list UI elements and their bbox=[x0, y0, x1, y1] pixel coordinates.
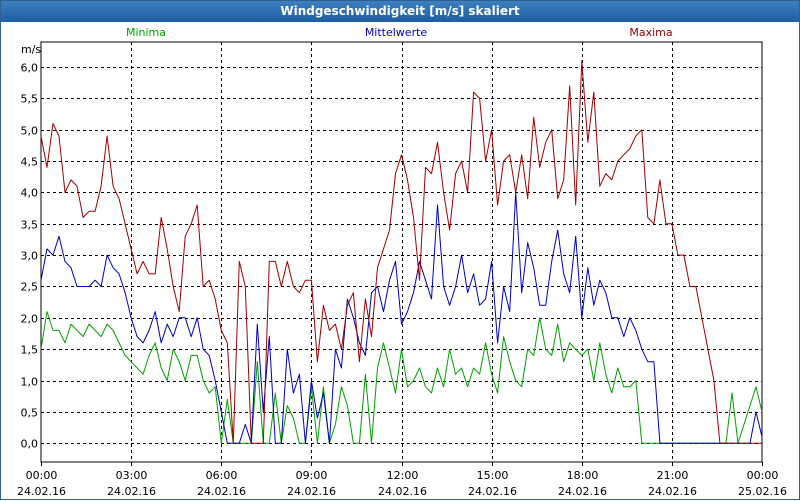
x-tick-date: 24.02.16 bbox=[468, 485, 517, 498]
grid bbox=[41, 42, 762, 462]
x-tick-date: 24.02.16 bbox=[378, 485, 427, 498]
y-tick-label: 4,5 bbox=[21, 156, 39, 169]
y-tick-label: 5,5 bbox=[21, 93, 39, 106]
y-axis-label: m/s bbox=[21, 43, 41, 56]
x-tick-date: 25.02.16 bbox=[738, 485, 787, 498]
y-tick-label: 0,0 bbox=[21, 438, 39, 451]
x-tick-date: 24.02.16 bbox=[287, 485, 336, 498]
x-tick-time: 00:00 bbox=[747, 469, 779, 482]
series-line-maxima bbox=[40, 60, 762, 444]
x-tick-date: 24.02.16 bbox=[197, 485, 246, 498]
y-tick-label: 4,0 bbox=[21, 187, 39, 200]
axes: 0,0 0,5 1,0 1,5 2,0 2,5 3,0 3,5 4,0 4,5 5,0 5,5 6,0 0… bbox=[17, 62, 787, 499]
x-tick-time: 12:00 bbox=[387, 469, 419, 482]
x-tick-time: 00:00 bbox=[26, 469, 58, 482]
y-tick-label: 1,0 bbox=[21, 376, 39, 389]
x-tick-date: 24.02.16 bbox=[17, 485, 66, 498]
y-tick-label: 3,0 bbox=[21, 250, 39, 263]
series-line-minima bbox=[40, 311, 763, 444]
series-group bbox=[40, 60, 763, 444]
x-tick-date: 24.02.16 bbox=[558, 485, 607, 498]
y-tick-label: 2,0 bbox=[21, 313, 39, 326]
x-tick-time: 09:00 bbox=[296, 469, 328, 482]
plot-area bbox=[40, 41, 763, 463]
x-tick-date: 24.02.16 bbox=[648, 485, 697, 498]
legend-maxima: Maxima bbox=[629, 26, 672, 39]
y-tick-label: 1,5 bbox=[21, 344, 39, 357]
x-tick-time: 03:00 bbox=[116, 469, 148, 482]
y-tick-label: 3,5 bbox=[21, 219, 39, 232]
x-tick-date: 24.02.16 bbox=[107, 485, 156, 498]
y-tick-label: 6,0 bbox=[21, 62, 39, 75]
y-tick-label: 2,5 bbox=[21, 281, 39, 294]
legend-mittelwerte: Mittelwerte bbox=[365, 26, 428, 39]
x-tick-time: 21:00 bbox=[657, 469, 689, 482]
x-tick-time: 18:00 bbox=[567, 469, 599, 482]
x-tick-time: 06:00 bbox=[206, 469, 238, 482]
series-line-mittelwerte bbox=[40, 191, 763, 444]
y-tick-label: 0,5 bbox=[21, 407, 39, 420]
legend-minima: Minima bbox=[126, 26, 166, 39]
x-tick-time: 15:00 bbox=[477, 469, 509, 482]
window-title: Windgeschwindigkeit [m/s] skaliert bbox=[1, 1, 799, 22]
y-tick-label: 5,0 bbox=[21, 125, 39, 138]
legend: Minima Mittelwerte Maxima bbox=[126, 26, 673, 39]
